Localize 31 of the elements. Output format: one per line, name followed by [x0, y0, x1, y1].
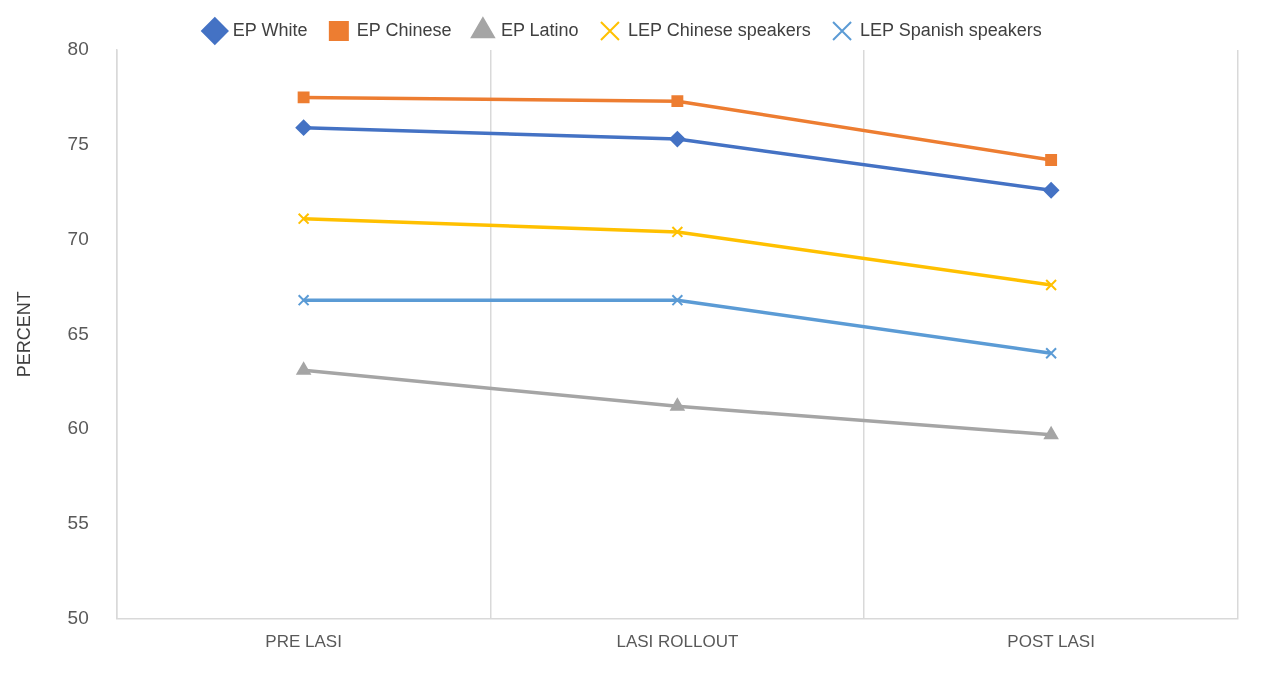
point	[1043, 182, 1060, 199]
point	[670, 398, 685, 411]
legend-label: EP Latino	[500, 19, 579, 40]
y-tick-label: 80	[67, 38, 89, 60]
y-tick-label: 50	[67, 606, 89, 628]
point	[296, 362, 311, 375]
point	[1044, 426, 1059, 440]
point	[297, 91, 310, 104]
point	[297, 294, 310, 307]
point	[671, 226, 684, 238]
y-tick-label: 60	[67, 417, 89, 439]
y-tick-label: 65	[67, 322, 89, 344]
point	[669, 131, 686, 148]
x-tick-label: POST LASI	[1007, 632, 1095, 652]
point	[671, 95, 684, 108]
legend-label: EP Chinese	[356, 19, 452, 40]
point	[1045, 153, 1058, 166]
legend-label: EP White	[232, 19, 308, 40]
y-axis-title: PERCENT	[13, 291, 34, 378]
legend-label: LEP Chinese speakers	[627, 19, 811, 40]
point	[1045, 279, 1058, 291]
y-tick-label: 70	[67, 227, 89, 249]
x-tick-label: LASI ROLLOUT	[616, 632, 739, 652]
point	[671, 294, 684, 307]
legend-label: LEP Spanish speakers	[860, 19, 1042, 40]
y-tick-label: 55	[67, 512, 89, 534]
y-tick-label: 75	[67, 133, 89, 154]
point	[295, 119, 312, 136]
x-tick-label: PRE LASI	[265, 632, 342, 652]
point	[1045, 347, 1058, 360]
point	[297, 212, 310, 225]
